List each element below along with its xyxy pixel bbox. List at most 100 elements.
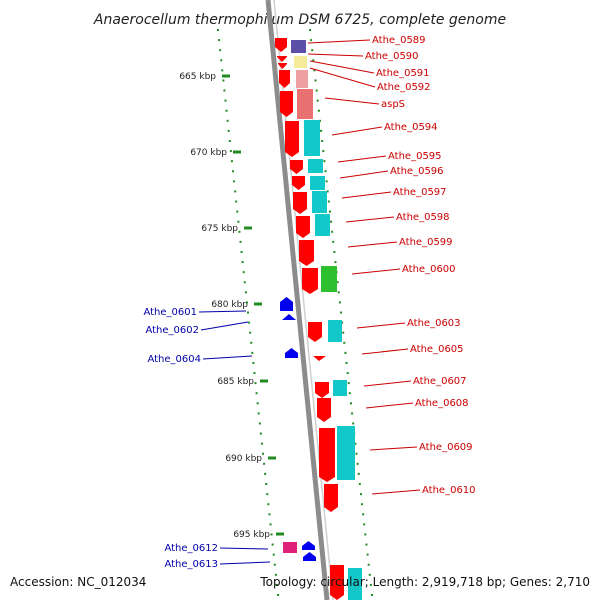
inner-ring-dot bbox=[254, 382, 257, 385]
tick-label: 685 kbp bbox=[217, 377, 254, 387]
forward-cds-arrow bbox=[293, 192, 307, 214]
inner-ring-dot bbox=[244, 291, 247, 294]
inner-ring-dot bbox=[271, 543, 274, 546]
tick-label: 690 kbp bbox=[225, 454, 262, 464]
inner-ring-dot bbox=[221, 69, 224, 72]
leader-line bbox=[337, 155, 387, 163]
label-layer: Athe_0589 Athe_0590 Athe_0591 Athe_0592 aspS… bbox=[143, 35, 475, 570]
inner-ring-dot bbox=[219, 49, 222, 52]
gene-label: Athe_0598 bbox=[396, 212, 450, 223]
leader-line bbox=[363, 380, 412, 387]
forward-cds-arrow bbox=[313, 356, 326, 361]
cds-box-green bbox=[321, 266, 337, 292]
inner-ring-dot bbox=[274, 573, 277, 576]
outer-ring-dot bbox=[325, 180, 328, 183]
leader-line bbox=[345, 216, 395, 223]
inner-ring-dot bbox=[242, 271, 245, 274]
leader-line bbox=[309, 67, 376, 88]
inner-ring-dot bbox=[272, 553, 275, 556]
outer-ring-dot bbox=[323, 160, 326, 163]
outer-ring-dot bbox=[346, 372, 349, 375]
outer-ring-dot bbox=[363, 523, 366, 526]
gene-label: Athe_0613 bbox=[164, 559, 218, 570]
topology-summary: Topology: circular; Length: 2,919,718 bp… bbox=[259, 575, 590, 589]
inner-ring-dot bbox=[263, 462, 266, 465]
inner-ring-dot bbox=[235, 200, 238, 203]
inner-ring-dot bbox=[222, 79, 225, 82]
outer-ring-dot bbox=[355, 452, 358, 455]
leader-line bbox=[341, 191, 392, 199]
gene-label: Athe_0608 bbox=[415, 398, 469, 409]
leader-line bbox=[307, 53, 364, 57]
tick-label: 675 kbp bbox=[201, 224, 238, 234]
inner-ring-dot bbox=[227, 129, 230, 132]
inner-ring-dot bbox=[258, 422, 261, 425]
outer-ring-dot bbox=[311, 49, 314, 52]
gene-label: Athe_0596 bbox=[390, 166, 444, 177]
tick-label: 665 kbp bbox=[179, 72, 216, 82]
inner-ring-dot bbox=[233, 180, 236, 183]
outer-ring-dot bbox=[321, 139, 324, 142]
cds-box-cyan bbox=[310, 176, 325, 190]
reverse-cds-arrow bbox=[285, 348, 298, 358]
outer-ring-dot bbox=[361, 503, 364, 506]
gene-label: Athe_0594 bbox=[384, 122, 438, 133]
inner-ring-dot bbox=[277, 594, 279, 596]
outer-ring-dot bbox=[334, 261, 337, 264]
outer-ring-dot bbox=[359, 493, 362, 496]
outer-ring-dot bbox=[349, 402, 352, 405]
outer-ring-dot bbox=[344, 351, 347, 354]
outer-ring-dot bbox=[351, 412, 354, 415]
outer-ring-dot bbox=[330, 220, 333, 223]
outer-ring-dot bbox=[320, 129, 323, 132]
leader-line bbox=[347, 241, 398, 248]
inner-ring-dot bbox=[228, 139, 231, 142]
cds-box-cyan bbox=[337, 426, 355, 480]
tick-label: 695 kbp bbox=[233, 530, 270, 540]
gene-label: Athe_0599 bbox=[399, 237, 453, 248]
cds-box-cyan bbox=[328, 320, 342, 342]
outer-ring-dot bbox=[341, 321, 344, 324]
cds-box-cyan bbox=[348, 568, 362, 600]
gene-label: Athe_0589 bbox=[372, 35, 426, 46]
outer-ring-dot bbox=[342, 331, 345, 334]
gene-label: Athe_0597 bbox=[393, 187, 447, 198]
reverse-cds-arrow bbox=[303, 552, 316, 561]
outer-ring-dot bbox=[364, 533, 367, 536]
gene-label: Athe_0605 bbox=[410, 344, 464, 355]
gene-layer bbox=[275, 38, 362, 600]
outer-ring-dot bbox=[352, 422, 355, 425]
leader-line bbox=[219, 561, 271, 565]
outer-ring-dot bbox=[358, 483, 361, 486]
inner-ring-dot bbox=[223, 89, 226, 92]
outer-ring-dot bbox=[312, 59, 315, 62]
forward-cds-arrow bbox=[315, 382, 329, 398]
gene-label: Athe_0607 bbox=[413, 376, 467, 387]
cds-box-yellow bbox=[294, 56, 307, 68]
outer-ring-dot bbox=[362, 513, 365, 516]
inner-ring-dot bbox=[220, 59, 223, 62]
forward-cds-arrow bbox=[290, 160, 303, 174]
inner-ring-dot bbox=[257, 412, 260, 415]
outer-ring-dot bbox=[331, 230, 334, 233]
forward-cds-arrow bbox=[296, 216, 310, 238]
reverse-cds-arrow bbox=[280, 297, 293, 311]
outer-ring-dot bbox=[367, 563, 370, 566]
tick-label: 670 kbp bbox=[190, 148, 227, 158]
inner-ring-dot bbox=[225, 109, 228, 112]
gene-label: Athe_0600 bbox=[402, 264, 456, 275]
inner-ring-dot bbox=[249, 331, 252, 334]
tick-mark bbox=[254, 302, 262, 306]
gene-label: Athe_0591 bbox=[376, 68, 430, 79]
outer-ring-dot bbox=[357, 472, 360, 475]
inner-ring-dot bbox=[226, 119, 229, 122]
outer-ring-dot bbox=[328, 210, 331, 213]
inner-ring-dot bbox=[251, 351, 254, 354]
gene-label: Athe_0604 bbox=[147, 354, 201, 365]
outer-ring-dot bbox=[337, 291, 340, 294]
inner-ring-dot bbox=[264, 472, 267, 475]
leader-line bbox=[324, 97, 380, 105]
forward-cds-arrow bbox=[292, 176, 305, 190]
gene-label: Athe_0601 bbox=[143, 307, 197, 318]
forward-cds-arrow bbox=[330, 565, 344, 600]
